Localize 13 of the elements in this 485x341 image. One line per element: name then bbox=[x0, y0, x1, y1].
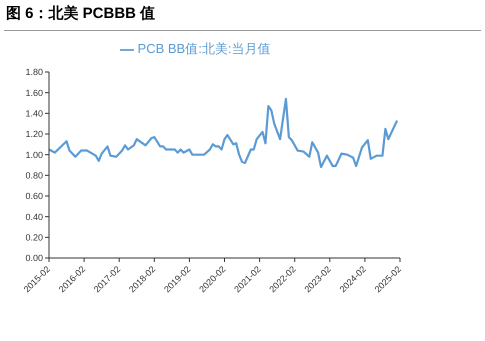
y-tick-label: 0.00 bbox=[25, 253, 43, 264]
y-tick-label: 0.80 bbox=[25, 170, 43, 181]
y-tick-label: 1.00 bbox=[25, 150, 43, 160]
y-tick-label: 1.60 bbox=[25, 88, 43, 98]
y-tick-label: 0.20 bbox=[25, 232, 43, 243]
legend-label: PCB BB值:北美:当月值 bbox=[138, 41, 270, 56]
y-tick-label: 0.40 bbox=[25, 212, 43, 222]
y-tick-label: 1.40 bbox=[25, 108, 43, 119]
y-tick-label: 1.20 bbox=[25, 129, 43, 140]
y-tick-label: 0.60 bbox=[25, 191, 43, 202]
y-tick-label: 1.80 bbox=[25, 67, 43, 78]
line-series bbox=[49, 98, 398, 168]
chart-title: 图 6：北美 PCBBB 值 bbox=[6, 4, 156, 23]
